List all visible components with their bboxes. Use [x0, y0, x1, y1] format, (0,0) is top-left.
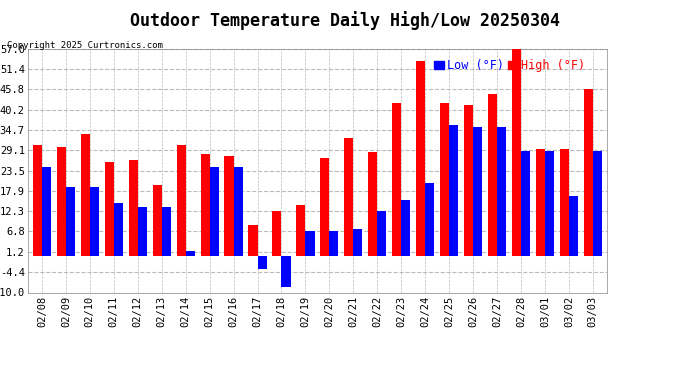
Bar [425, 183, 434, 256]
Bar [161, 207, 171, 256]
Bar [186, 251, 195, 256]
Bar [320, 158, 329, 256]
Bar [306, 231, 315, 256]
Bar [138, 207, 147, 256]
Bar [257, 256, 266, 269]
Bar [296, 205, 306, 256]
Bar [488, 94, 497, 256]
Bar [560, 149, 569, 256]
Bar [128, 160, 138, 256]
Bar [368, 152, 377, 256]
Bar [584, 89, 593, 256]
Bar [273, 211, 282, 256]
Bar [152, 185, 161, 256]
Bar [57, 147, 66, 256]
Bar [569, 196, 578, 256]
Bar [234, 167, 243, 256]
Bar [248, 225, 257, 256]
Bar [114, 203, 123, 256]
Bar [177, 145, 186, 256]
Bar [201, 154, 210, 256]
Bar [536, 149, 545, 256]
Bar [81, 134, 90, 256]
Bar [401, 200, 411, 256]
Bar [512, 49, 521, 256]
Bar [392, 104, 401, 256]
Bar [440, 104, 449, 256]
Bar [353, 229, 362, 256]
Bar [344, 138, 353, 256]
Bar [464, 105, 473, 256]
Bar [90, 187, 99, 256]
Bar [224, 156, 234, 256]
Bar [329, 231, 339, 256]
Bar [377, 211, 386, 256]
Bar [521, 151, 530, 256]
Bar [42, 167, 51, 256]
Bar [473, 127, 482, 256]
Bar [282, 256, 290, 287]
Bar [497, 127, 506, 256]
Legend: Low (°F), High (°F): Low (°F), High (°F) [430, 55, 590, 77]
Bar [545, 151, 554, 256]
Bar [449, 125, 458, 256]
Bar [593, 151, 602, 256]
Bar [416, 62, 425, 256]
Bar [210, 167, 219, 256]
Bar [66, 187, 75, 256]
Bar [105, 162, 114, 256]
Bar [33, 145, 42, 256]
Text: Outdoor Temperature Daily High/Low 20250304: Outdoor Temperature Daily High/Low 20250… [130, 11, 560, 30]
Text: Copyright 2025 Curtronics.com: Copyright 2025 Curtronics.com [7, 41, 163, 50]
